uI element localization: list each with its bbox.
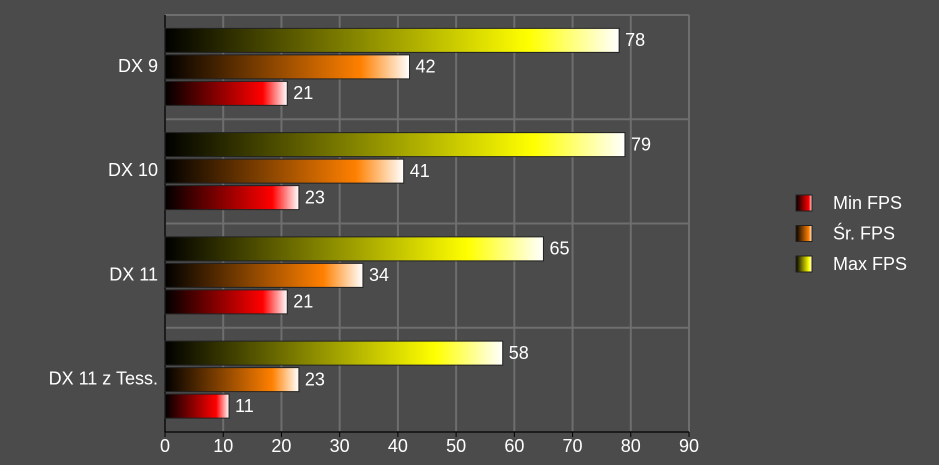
bar	[164, 289, 288, 315]
x-tick-label: 40	[388, 436, 408, 456]
value-label: 65	[549, 239, 569, 259]
y-tick-label: DX 10	[108, 160, 158, 180]
bar	[164, 340, 504, 366]
value-label: 23	[305, 369, 325, 389]
legend-label: Min FPS	[833, 193, 902, 213]
bar	[164, 80, 288, 106]
value-label: 42	[416, 57, 436, 77]
x-tick-label: 20	[271, 436, 291, 456]
bar	[164, 54, 411, 80]
legend-label: Max FPS	[833, 254, 907, 274]
x-tick-label: 10	[213, 436, 233, 456]
legend-swatch	[795, 194, 813, 212]
bar	[164, 27, 620, 53]
legend-swatch	[795, 225, 813, 242]
legend-swatch	[795, 255, 813, 273]
value-label: 21	[293, 83, 313, 103]
value-label: 11	[235, 396, 254, 416]
bar	[164, 132, 626, 158]
x-tick-label: 80	[621, 436, 641, 456]
bar	[164, 158, 405, 184]
value-label: 58	[509, 343, 529, 363]
x-tick-label: 70	[563, 436, 583, 456]
bar	[164, 393, 230, 419]
y-tick-label: DX 9	[118, 56, 158, 76]
bar	[164, 185, 300, 211]
bar	[164, 367, 300, 393]
value-label: 79	[631, 134, 651, 154]
value-label: 23	[305, 187, 325, 207]
bar	[164, 262, 364, 288]
bar	[164, 236, 544, 262]
x-tick-label: 50	[446, 436, 466, 456]
x-tick-label: 30	[330, 436, 350, 456]
y-tick-label: DX 11	[109, 264, 158, 284]
x-tick-label: 60	[504, 436, 524, 456]
x-tick-label: 90	[679, 436, 699, 456]
value-label: 21	[293, 292, 313, 312]
x-tick-label: 0	[160, 436, 170, 456]
y-tick-label: DX 11 z Tess.	[49, 369, 158, 389]
value-label: 78	[625, 30, 645, 50]
value-label: 34	[369, 265, 389, 285]
legend-label: Śr. FPS	[833, 222, 895, 243]
value-label: 41	[410, 161, 430, 181]
